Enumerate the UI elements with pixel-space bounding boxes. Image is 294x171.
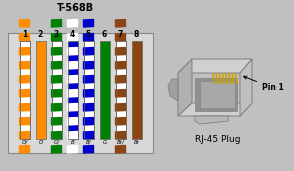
Text: Br/: Br/ <box>116 140 124 145</box>
Polygon shape <box>19 19 29 27</box>
Text: Br: Br <box>133 140 139 145</box>
Polygon shape <box>83 75 93 83</box>
Polygon shape <box>68 103 78 111</box>
Polygon shape <box>19 75 29 83</box>
Bar <box>68 41 78 139</box>
Bar <box>83 41 93 139</box>
Text: 5: 5 <box>86 30 91 39</box>
Text: B: B <box>71 140 74 145</box>
Polygon shape <box>83 89 93 97</box>
Bar <box>99 41 109 139</box>
Polygon shape <box>178 103 252 116</box>
Polygon shape <box>116 62 126 69</box>
Bar <box>8 33 153 153</box>
Polygon shape <box>195 116 228 124</box>
Polygon shape <box>83 103 93 111</box>
Polygon shape <box>116 34 126 41</box>
Polygon shape <box>51 75 61 83</box>
Polygon shape <box>51 48 61 55</box>
Bar <box>19 41 29 139</box>
Polygon shape <box>51 146 61 153</box>
Polygon shape <box>68 19 78 27</box>
Bar <box>36 41 46 139</box>
Bar <box>68 41 78 139</box>
Text: O/: O/ <box>21 140 28 145</box>
Bar <box>51 41 61 139</box>
Polygon shape <box>19 89 29 97</box>
Text: RJ-45 Plug: RJ-45 Plug <box>195 135 241 144</box>
Polygon shape <box>19 146 29 153</box>
Polygon shape <box>51 19 61 27</box>
Polygon shape <box>19 62 29 69</box>
Text: G: G <box>102 140 107 145</box>
Bar <box>131 41 141 139</box>
Polygon shape <box>68 34 78 41</box>
Polygon shape <box>83 34 93 41</box>
Polygon shape <box>116 75 126 83</box>
Bar <box>116 41 126 139</box>
Text: 4: 4 <box>70 30 75 39</box>
Polygon shape <box>51 89 61 97</box>
Polygon shape <box>19 131 29 139</box>
Polygon shape <box>83 48 93 55</box>
Polygon shape <box>68 146 78 153</box>
Polygon shape <box>19 103 29 111</box>
Polygon shape <box>116 117 126 125</box>
Text: T-568B: T-568B <box>56 3 93 13</box>
Polygon shape <box>116 103 126 111</box>
Polygon shape <box>178 59 192 116</box>
Polygon shape <box>116 146 126 153</box>
Bar <box>83 41 93 139</box>
Polygon shape <box>116 19 126 27</box>
Text: O: O <box>38 140 43 145</box>
Text: 8: 8 <box>134 30 139 39</box>
Text: G/: G/ <box>54 140 60 145</box>
Polygon shape <box>51 131 61 139</box>
Polygon shape <box>116 131 126 139</box>
Polygon shape <box>68 75 78 83</box>
Bar <box>19 41 29 139</box>
Polygon shape <box>83 19 93 27</box>
Text: 2: 2 <box>38 30 43 39</box>
Polygon shape <box>83 131 93 139</box>
Polygon shape <box>83 117 93 125</box>
Polygon shape <box>51 34 61 41</box>
Polygon shape <box>51 62 61 69</box>
Polygon shape <box>68 62 78 69</box>
Text: 1: 1 <box>22 30 27 39</box>
Text: Pin 1: Pin 1 <box>244 76 284 93</box>
Polygon shape <box>19 117 29 125</box>
Bar <box>51 41 61 139</box>
Polygon shape <box>178 59 252 73</box>
Bar <box>19 41 29 139</box>
Polygon shape <box>68 117 78 125</box>
Text: 3: 3 <box>54 30 59 39</box>
Bar <box>116 41 126 139</box>
Bar <box>83 41 93 139</box>
Bar <box>68 41 78 139</box>
Polygon shape <box>68 89 78 97</box>
Polygon shape <box>200 81 235 108</box>
Polygon shape <box>195 78 237 111</box>
Polygon shape <box>51 117 61 125</box>
Polygon shape <box>19 34 29 41</box>
Polygon shape <box>68 131 78 139</box>
Polygon shape <box>19 48 29 55</box>
Bar <box>51 41 61 139</box>
Polygon shape <box>240 59 252 116</box>
Polygon shape <box>116 48 126 55</box>
Bar <box>116 41 126 139</box>
Polygon shape <box>51 103 61 111</box>
Text: B/: B/ <box>86 140 91 145</box>
Polygon shape <box>83 146 93 153</box>
Polygon shape <box>116 89 126 97</box>
Text: 7: 7 <box>118 30 123 39</box>
Polygon shape <box>68 48 78 55</box>
Polygon shape <box>83 62 93 69</box>
Text: 6: 6 <box>102 30 107 39</box>
Polygon shape <box>168 79 178 101</box>
